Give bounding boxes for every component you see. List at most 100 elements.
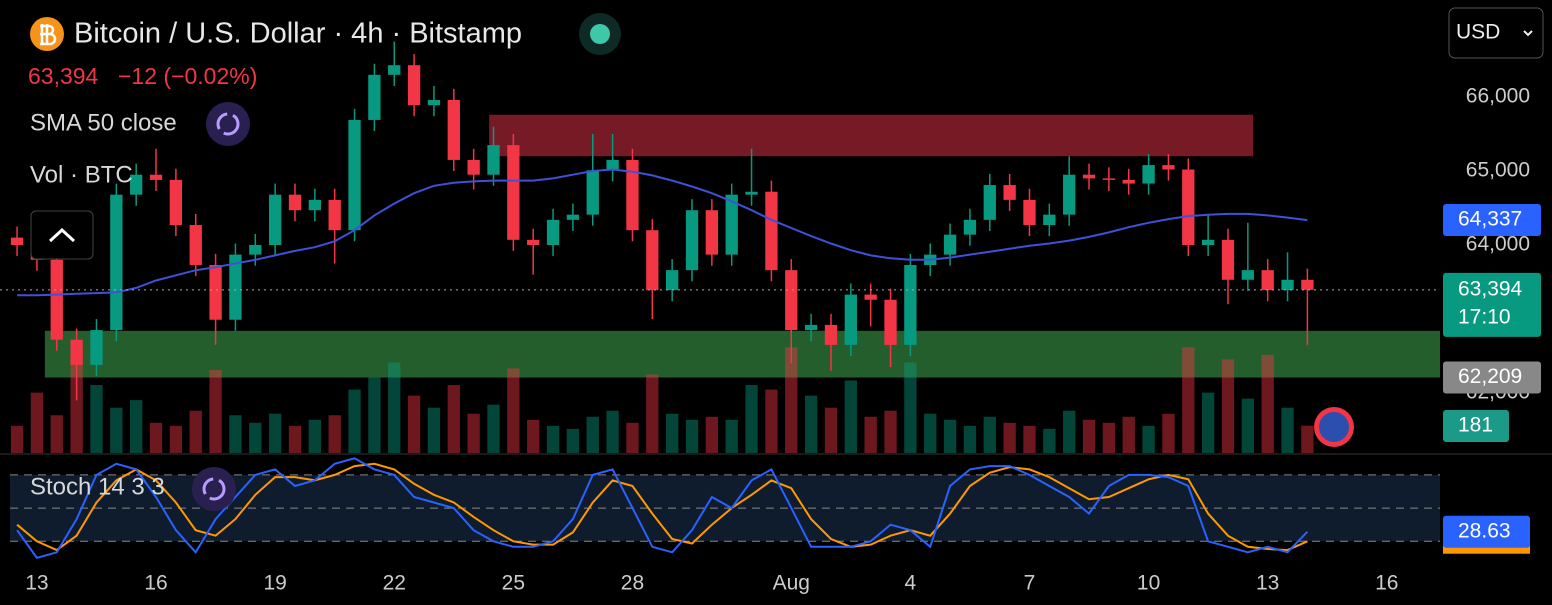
candle-body — [308, 199, 321, 211]
volume-bar — [884, 410, 897, 453]
candle-body — [328, 199, 341, 231]
volume-bar — [1162, 413, 1175, 453]
y-tick-label: 66,000 — [1466, 85, 1530, 108]
stoch-label: 28.63 — [1458, 519, 1511, 542]
candle-body — [765, 191, 778, 271]
volume-bar — [1003, 422, 1016, 453]
volume-bar — [30, 392, 44, 453]
sma-toggle-icon — [216, 112, 240, 136]
volume-bar — [983, 416, 996, 453]
x-tick-label: 4 — [905, 572, 917, 595]
volume-bar — [467, 413, 480, 453]
volume-bar — [249, 422, 262, 453]
volume-bar — [1142, 425, 1155, 453]
volume-bar — [844, 380, 857, 453]
candle-body — [844, 294, 857, 345]
currency-select[interactable] — [1448, 7, 1544, 59]
sma-toggle[interactable] — [206, 102, 250, 146]
x-tick-label: 13 — [25, 572, 48, 595]
stoch-d-box — [1443, 545, 1530, 554]
candle-body — [1301, 279, 1314, 290]
candle-body — [229, 254, 242, 320]
candle-body — [268, 194, 282, 245]
currency-label: USD — [1456, 21, 1500, 44]
candle-body — [566, 214, 580, 220]
volume-bar — [1063, 410, 1076, 453]
zone — [44, 330, 1440, 378]
candle-body — [407, 65, 421, 106]
volume-bar — [368, 377, 381, 453]
volume-legend: Vol · BTC — [30, 161, 133, 188]
volume-bar — [288, 425, 302, 453]
volume-bar — [1201, 392, 1215, 453]
volume-bar — [646, 374, 659, 453]
chart-title: Bitcoin / U.S. Dollar · 4h · Bitstamp — [74, 18, 522, 50]
volume-bar — [1182, 347, 1195, 453]
candle-body — [884, 299, 897, 345]
volume-bar — [189, 410, 202, 453]
candle-body — [824, 324, 838, 345]
candle-body — [70, 339, 83, 365]
candle-body — [1023, 199, 1036, 226]
candle-body — [1063, 174, 1076, 215]
volume-bar — [130, 400, 143, 453]
collapse-button[interactable] — [30, 210, 94, 260]
volume-bar — [1241, 398, 1254, 453]
volume-bar — [1221, 359, 1235, 453]
price-change: −12 (−0.02%) — [118, 63, 257, 89]
candle-body — [487, 145, 500, 175]
volume-bar — [149, 422, 163, 453]
status-dot — [590, 24, 610, 44]
volume-bar — [546, 425, 560, 453]
candle-body — [725, 194, 738, 255]
sma-legend: SMA 50 close — [30, 109, 177, 136]
volume-bar — [586, 416, 599, 453]
volume-bar — [824, 407, 838, 453]
candle-body — [586, 170, 599, 215]
volume-bar — [229, 415, 242, 453]
volume-bar — [447, 385, 460, 453]
sma-price-label: 64,337 — [1458, 208, 1522, 231]
candle-body — [10, 237, 24, 245]
candle-body — [745, 191, 758, 195]
candle-body — [447, 99, 460, 160]
volume-bar — [1261, 354, 1274, 453]
candle-body — [1142, 165, 1155, 184]
candle-body — [368, 74, 381, 120]
candle-body — [1003, 185, 1016, 200]
y-tick-label: 65,000 — [1466, 159, 1530, 182]
candle-body — [685, 210, 699, 271]
volume-bar — [90, 385, 103, 453]
countdown: 17:10 — [1458, 305, 1511, 328]
candle-body — [90, 330, 103, 365]
x-tick-label: 7 — [1024, 572, 1036, 595]
volume-bar — [427, 407, 441, 453]
volume-bar — [606, 410, 619, 453]
volume-label-box — [1443, 410, 1509, 442]
volume-bar — [209, 369, 222, 453]
volume-bar — [765, 389, 778, 453]
candle-body — [646, 230, 659, 291]
volume-bar — [924, 413, 937, 453]
volume-bar — [943, 419, 957, 453]
candle-body — [189, 225, 202, 265]
candle-body — [904, 264, 917, 345]
volume-bar — [50, 415, 63, 453]
candle-body — [110, 194, 123, 331]
stoch-toggle[interactable] — [192, 467, 236, 511]
candle-body — [1122, 179, 1135, 184]
x-tick-label: 16 — [1375, 572, 1398, 595]
volume-bar — [348, 389, 361, 453]
candle-body — [348, 119, 361, 231]
x-tick-label: 25 — [502, 572, 525, 595]
x-tick-label: 28 — [621, 572, 644, 595]
candle-body — [1221, 239, 1235, 280]
last-price: 63,394 — [28, 63, 99, 89]
candle-body — [467, 159, 480, 175]
candle-body — [864, 294, 877, 300]
candle-body — [1043, 214, 1056, 226]
y-tick-label: 64,000 — [1466, 233, 1530, 256]
volume-bar — [963, 425, 977, 453]
x-tick-label: Aug — [773, 572, 810, 595]
